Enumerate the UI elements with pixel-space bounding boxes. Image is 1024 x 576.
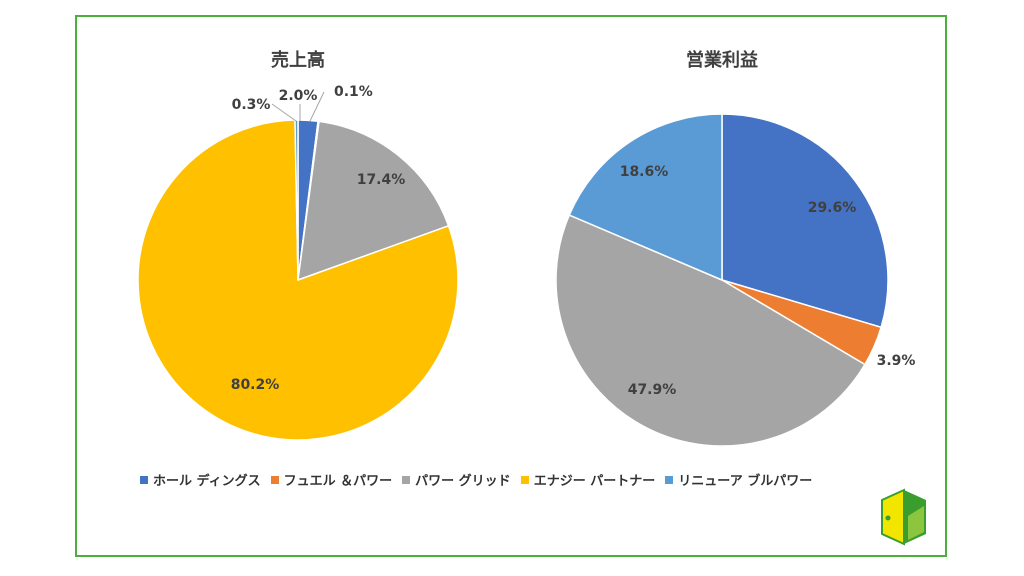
data-label-energy-partner: 80.2% xyxy=(231,377,280,393)
legend-label: パワー グリッド xyxy=(415,474,511,489)
legend-item-energy-partner: エナジー パートナー xyxy=(520,470,656,489)
label-leader-line xyxy=(271,103,297,122)
legend-label: フュエル ＆パワー xyxy=(283,474,393,489)
legend-swatch xyxy=(402,475,411,484)
data-label-fuel-power: 0.1% xyxy=(334,84,373,100)
label-leader-line xyxy=(309,91,325,122)
chart-title: 営業利益 xyxy=(686,49,758,71)
legend-label: エナジー パートナー xyxy=(533,474,656,489)
legend-label: リニューア ブルパワー xyxy=(678,474,813,489)
legend-label: ホール ディングス xyxy=(153,474,261,489)
legend: ホール ディングス フュエル ＆パワー パワー グリッド エナジー パートナー … xyxy=(140,470,822,489)
legend-item-renewable-power: リニューア ブルパワー xyxy=(665,470,812,489)
legend-swatch xyxy=(520,475,529,484)
legend-item-fuel-power: フュエル ＆パワー xyxy=(270,470,393,489)
pie-slice-renewable-power xyxy=(568,113,723,282)
pie-chart-1: 売上高 2.0% 0.1% 17.4% 80.2% 0.3% xyxy=(137,49,459,441)
data-label-fuel-power: 3.9% xyxy=(877,353,916,369)
legend-item-holdings: ホール ディングス xyxy=(140,470,261,489)
legend-swatch xyxy=(140,475,148,484)
legend-swatch xyxy=(665,475,674,484)
chart-title: 売上高 xyxy=(271,49,325,71)
data-label-holdings: 29.6% xyxy=(808,200,857,216)
legend-item-power-grid: パワー グリッド xyxy=(402,470,511,489)
pie-slice-power-grid xyxy=(297,120,450,282)
data-label-power-grid: 17.4% xyxy=(357,172,406,188)
pie-slice-power-grid xyxy=(555,214,866,447)
data-label-power-grid: 47.9% xyxy=(628,382,677,398)
pie-chart-2: 営業利益 29.6% 3.9% 47.9% 18.6% xyxy=(555,49,916,447)
pie-slice-holdings xyxy=(721,113,889,329)
data-label-holdings: 2.0% xyxy=(279,88,318,104)
door-logo-icon xyxy=(881,488,926,546)
data-label-renewable-power: 18.6% xyxy=(620,164,669,180)
data-label-renewable-power: 0.3% xyxy=(232,97,271,113)
legend-swatch xyxy=(270,475,279,484)
